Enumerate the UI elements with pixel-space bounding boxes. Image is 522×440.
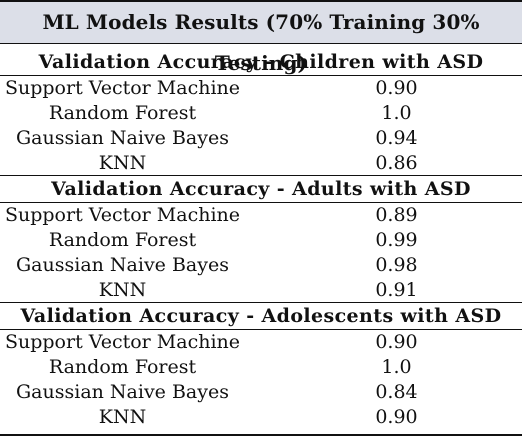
accuracy-value: 0.90	[375, 77, 418, 99]
model-name: Gaussian Naive Bayes	[16, 381, 229, 403]
model-name: Random Forest	[48, 102, 197, 124]
accuracy-value: 0.99	[375, 229, 418, 251]
section-heading-children: Validation Accuracy - Children with ASD	[38, 51, 484, 73]
model-name: Random Forest	[48, 229, 197, 251]
table-row: Random Forest 0.99	[0, 228, 522, 253]
accuracy-value: 0.86	[375, 152, 418, 174]
table-row: Support Vector Machine 0.90	[0, 76, 522, 101]
model-name: Support Vector Machine	[4, 204, 241, 226]
accuracy-value: 0.91	[375, 279, 418, 301]
accuracy-value: 0.94	[375, 127, 418, 149]
table-row: Random Forest 1.0	[0, 101, 522, 126]
section-rule	[0, 302, 522, 303]
accuracy-value: 0.90	[375, 331, 418, 353]
model-name: Gaussian Naive Bayes	[16, 254, 229, 276]
accuracy-value: 0.84	[375, 381, 418, 403]
table-row: Gaussian Naive Bayes 0.98	[0, 253, 522, 278]
section-rule	[0, 75, 522, 76]
table-row: KNN 0.86	[0, 151, 522, 176]
model-name: Support Vector Machine	[4, 331, 241, 353]
table-row: Random Forest 1.0	[0, 355, 522, 380]
section-rule	[0, 329, 522, 330]
table-row: Gaussian Naive Bayes 0.94	[0, 126, 522, 151]
model-name: Support Vector Machine	[4, 77, 241, 99]
table-title: ML Models Results (70% Training 30% Test…	[0, 0, 522, 75]
accuracy-value: 1.0	[381, 102, 412, 124]
table-bottom-rule	[0, 434, 522, 436]
section-heading-adults: Validation Accuracy - Adults with ASD	[51, 178, 471, 200]
accuracy-value: 0.90	[375, 406, 418, 428]
accuracy-value: 1.0	[381, 356, 412, 378]
table-row: KNN 0.90	[0, 405, 522, 430]
section-rule	[0, 202, 522, 203]
model-name: KNN	[98, 279, 147, 301]
section-rule	[0, 175, 522, 176]
model-name: Random Forest	[48, 356, 197, 378]
model-name: Gaussian Naive Bayes	[16, 127, 229, 149]
accuracy-value: 0.89	[375, 204, 418, 226]
table-row: Support Vector Machine 0.89	[0, 203, 522, 228]
accuracy-value: 0.98	[375, 254, 418, 276]
table-row: KNN 0.91	[0, 278, 522, 303]
table-row: Gaussian Naive Bayes 0.84	[0, 380, 522, 405]
table-row: Support Vector Machine 0.90	[0, 330, 522, 355]
section-heading-adolescents: Validation Accuracy - Adolescents with A…	[20, 305, 502, 327]
model-name: KNN	[98, 406, 147, 428]
model-name: KNN	[98, 152, 147, 174]
